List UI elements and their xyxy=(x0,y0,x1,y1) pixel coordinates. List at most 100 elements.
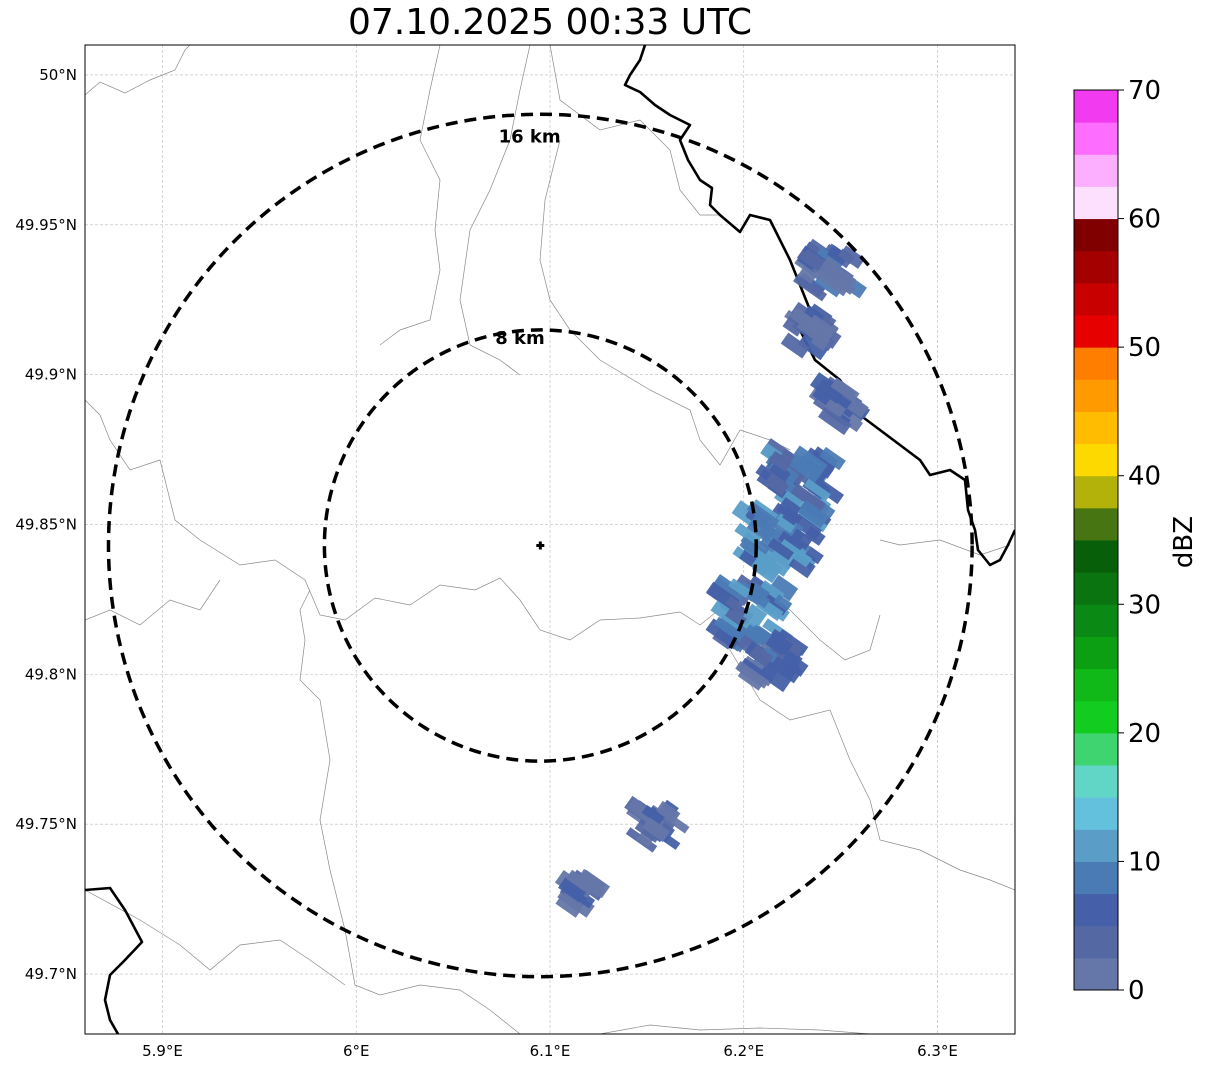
echo-cell xyxy=(641,804,665,825)
map-frame xyxy=(84,44,1016,1035)
range-ring-label: 16 km xyxy=(499,126,561,147)
colorbar-segment xyxy=(1074,218,1118,252)
colorbar-segment xyxy=(1074,765,1118,798)
map-title: 07.10.2025 00:33 UTC xyxy=(347,2,753,43)
colorbar-label: dBZ xyxy=(1169,516,1199,568)
echo-cell xyxy=(780,332,810,359)
range-ring xyxy=(106,112,974,979)
range-ring xyxy=(322,328,758,763)
echo-cell xyxy=(764,473,789,496)
y-tick-label: 49.8°N xyxy=(25,665,77,683)
echo-cell xyxy=(769,651,800,680)
echo-cell xyxy=(769,574,799,602)
echo-cell xyxy=(804,525,826,546)
echo-cell xyxy=(767,631,794,656)
echo-cell xyxy=(743,603,768,627)
colorbar-tick-label: 40 xyxy=(1128,462,1161,492)
colorbar-segment xyxy=(1074,154,1118,187)
echo-cell xyxy=(768,450,792,473)
echo-cell xyxy=(735,660,770,689)
echo-cell xyxy=(782,509,800,526)
echo-cell xyxy=(778,538,813,568)
echo-cell xyxy=(788,453,823,484)
echo-cell xyxy=(790,483,826,513)
colorbar xyxy=(1073,89,1119,991)
echo-cell xyxy=(803,478,831,501)
echo-cell xyxy=(797,332,829,361)
x-tick-label: 6.1°E xyxy=(530,1042,571,1060)
colorbar-segment xyxy=(1074,957,1118,991)
colorbar-segment xyxy=(1074,636,1118,670)
colorbar-segment xyxy=(1074,732,1118,766)
echo-cell xyxy=(804,546,824,565)
echo-cell xyxy=(558,877,587,903)
y-axis-ticks: 50°N 49.95°N 49.9°N 49.85°N 49.8°N 49.75°N 49.… xyxy=(15,66,77,983)
colorbar-segment xyxy=(1074,411,1118,445)
x-tick-label: 5.9°E xyxy=(142,1042,183,1060)
echo-cell xyxy=(820,256,840,277)
colorbar-segment xyxy=(1074,379,1118,412)
colorbar-segment xyxy=(1074,90,1118,123)
colorbar-tick-label: 60 xyxy=(1128,205,1161,235)
y-tick-label: 49.95°N xyxy=(15,216,77,234)
colorbar-tick-label: 30 xyxy=(1128,590,1161,620)
x-tick-label: 6°E xyxy=(343,1042,370,1060)
echo-cell xyxy=(565,869,596,895)
echo-cell xyxy=(837,248,855,265)
x-tick-label: 6.3°E xyxy=(917,1042,958,1060)
echo-cell xyxy=(789,307,822,335)
echo-cell xyxy=(748,644,774,668)
echo-cell xyxy=(793,273,828,302)
gridlines xyxy=(85,45,1015,1034)
colorbar-segment xyxy=(1074,668,1118,702)
radar-site-marker xyxy=(536,541,545,550)
colorbar-tick-label: 20 xyxy=(1128,719,1161,749)
echo-cell xyxy=(758,661,793,693)
colorbar-ticks: 0 10 20 30 40 50 60 70 xyxy=(1118,76,1161,1006)
colorbar-segment xyxy=(1074,893,1118,927)
colorbar-frame xyxy=(1073,89,1119,991)
colorbar-segment xyxy=(1074,315,1118,348)
y-tick-label: 49.9°N xyxy=(25,366,77,384)
echo-cell xyxy=(769,546,796,570)
echo-cell xyxy=(712,577,745,604)
echo-cell xyxy=(746,501,780,529)
colorbar-segment xyxy=(1074,604,1118,637)
y-tick-label: 49.85°N xyxy=(15,516,77,534)
colorbar-segment xyxy=(1074,347,1118,380)
colorbar-segment xyxy=(1074,443,1118,477)
echo-cell xyxy=(777,530,804,554)
range-rings: 8 km 16 km xyxy=(106,112,974,979)
echo-cell xyxy=(739,548,758,567)
echo-cell xyxy=(767,537,794,561)
colorbar-segment xyxy=(1074,925,1118,959)
colorbar-segment xyxy=(1074,507,1118,541)
echo-cell xyxy=(830,377,860,403)
colorbar-segment xyxy=(1074,540,1118,573)
colorbar-segment xyxy=(1074,700,1118,734)
echo-cell xyxy=(728,578,752,599)
echo-cell xyxy=(774,513,797,534)
colorbar-segment xyxy=(1074,861,1118,895)
echo-cell xyxy=(636,828,656,848)
echo-cell xyxy=(642,817,671,843)
y-tick-label: 50°N xyxy=(39,66,77,84)
colorbar-segment xyxy=(1074,282,1118,316)
colorbar-tick-label: 0 xyxy=(1128,976,1145,1006)
colorbar-segment xyxy=(1074,475,1118,509)
echo-cell xyxy=(782,315,805,337)
x-tick-label: 6.2°E xyxy=(723,1042,764,1060)
echo-cell xyxy=(751,556,782,584)
range-ring-label: 8 km xyxy=(495,328,545,349)
colorbar-tick-label: 10 xyxy=(1128,847,1161,877)
colorbar-segment xyxy=(1074,797,1118,830)
colorbar-tick-label: 70 xyxy=(1128,76,1161,106)
echo-cell xyxy=(816,270,849,297)
echo-cell xyxy=(819,446,846,471)
echo-cell xyxy=(713,616,745,642)
echo-cell xyxy=(797,500,830,529)
echo-cell xyxy=(769,462,791,482)
colorbar-segment xyxy=(1074,572,1118,605)
y-tick-label: 49.75°N xyxy=(15,815,77,833)
